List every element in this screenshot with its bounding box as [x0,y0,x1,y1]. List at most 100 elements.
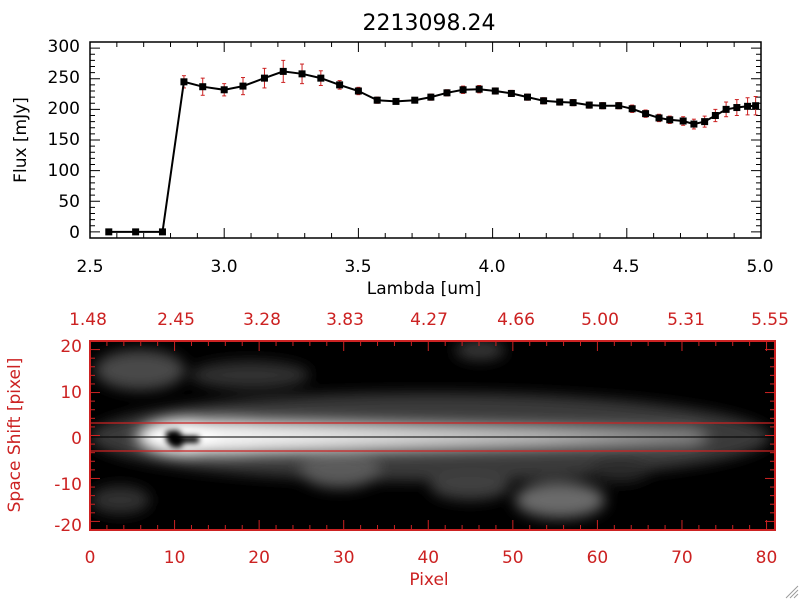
wavelength-tick-label: 3.28 [243,310,281,330]
data-point [655,114,663,122]
bottom-y-axis-label: Space Shift [pixel] [5,358,25,513]
noise-blob [190,361,310,389]
top-y-tick-label: 100 [48,161,80,181]
bottom-x-axis-label: Pixel [409,570,448,590]
bottom-x-ticks [89,341,768,530]
data-point [260,74,268,82]
data-point [475,85,483,93]
top-x-tick-labels: 2.5 3.0 3.5 4.0 4.5 5.0 [76,257,773,277]
chart-title: 2213098.24 [363,11,496,36]
data-point [523,93,531,101]
pixel-tick-label: 70 [671,548,693,568]
top-plot-frame [89,41,762,239]
shift-tick-label: -10 [54,475,82,495]
noise-blob [430,472,510,500]
noise-blob [95,350,185,390]
data-point [180,78,188,86]
data-point [642,110,650,118]
data-point [132,228,140,236]
pixel-tick-label: 50 [502,548,524,568]
resize-grip-icon[interactable] [785,585,799,599]
data-point [752,102,760,110]
spectral-image [90,341,775,530]
top-x-tick-label: 2.5 [76,257,103,277]
pixel-tick-label: 0 [85,548,96,568]
data-point [666,116,674,124]
wavelength-tick-label: 5.00 [581,310,619,330]
data-point [491,87,499,95]
flux-markers [105,67,760,236]
data-point [540,97,548,105]
shift-tick-label: 20 [60,337,82,357]
top-x-tick-label: 4.0 [478,257,505,277]
pixel-tick-label: 40 [417,548,439,568]
data-point [158,228,166,236]
data-point [411,96,419,104]
bottom-x-tick-labels: 0 10 20 30 40 50 60 70 80 [85,548,778,568]
data-point [701,118,709,126]
top-x-ticks [89,42,762,238]
data-point [443,89,451,97]
data-point [690,120,698,128]
top-y-ticks [90,47,761,233]
wavelength-tick-label: 4.27 [410,310,448,330]
top-y-tick-label: 50 [58,192,80,212]
top-y-axis-label: Flux [mJy] [11,97,31,183]
data-point [459,86,467,94]
data-point [615,102,623,110]
pixel-tick-label: 30 [333,548,355,568]
data-point [392,97,400,105]
data-point [556,98,564,106]
shift-tick-label: 10 [60,383,82,403]
noise-blob [590,458,650,482]
data-point [733,104,741,112]
pixel-tick-label: 10 [164,548,186,568]
wavelength-tick-label: 4.66 [497,310,535,330]
wavelength-tick-label: 2.45 [157,310,195,330]
data-point [711,112,719,119]
shift-tick-label: -20 [54,516,82,536]
data-point [744,102,752,110]
noise-blob [300,452,380,488]
top-x-tick-label: 4.5 [612,257,639,277]
top-y-tick-label: 150 [48,130,80,150]
data-point [220,86,228,94]
data-point [679,117,687,125]
data-point [199,83,207,91]
data-point [585,101,593,109]
pixel-tick-label: 60 [587,548,609,568]
data-point [373,96,381,104]
data-point [336,81,344,89]
bottom-y-tick-labels: -20 -10 0 10 20 [54,337,82,536]
top-x-tick-label: 3.5 [344,257,371,277]
shift-tick-label: 0 [71,429,82,449]
wavelength-tick-label: 1.48 [69,310,107,330]
noise-blob [455,341,505,360]
bottom-top-axis-labels: 1.48 2.45 3.28 3.83 4.27 4.66 5.00 5.31 … [69,310,789,330]
data-point [507,89,515,97]
bottom-y-ticks [90,349,775,522]
wavelength-tick-label: 5.31 [667,310,705,330]
top-y-tick-label: 250 [48,68,80,88]
data-point [354,87,362,95]
data-point [279,67,287,75]
data-point [628,105,636,113]
top-y-tick-labels: 0 50 100 150 200 250 300 [48,37,80,243]
noise-blob [90,486,150,514]
data-point [599,102,607,110]
data-point [427,93,435,101]
top-y-tick-label: 200 [48,99,80,119]
top-x-tick-label: 5.0 [746,257,773,277]
top-x-tick-label: 3.0 [210,257,237,277]
pixel-tick-label: 80 [756,548,778,568]
data-point [239,82,247,90]
data-point [722,105,730,113]
top-x-axis-label: Lambda [um] [367,279,481,299]
data-point [317,74,325,82]
pixel-tick-label: 20 [248,548,270,568]
wavelength-tick-label: 5.55 [751,310,789,330]
top-y-tick-label: 0 [69,223,80,243]
saturated-pixels [166,430,199,448]
top-y-tick-label: 300 [48,37,80,57]
